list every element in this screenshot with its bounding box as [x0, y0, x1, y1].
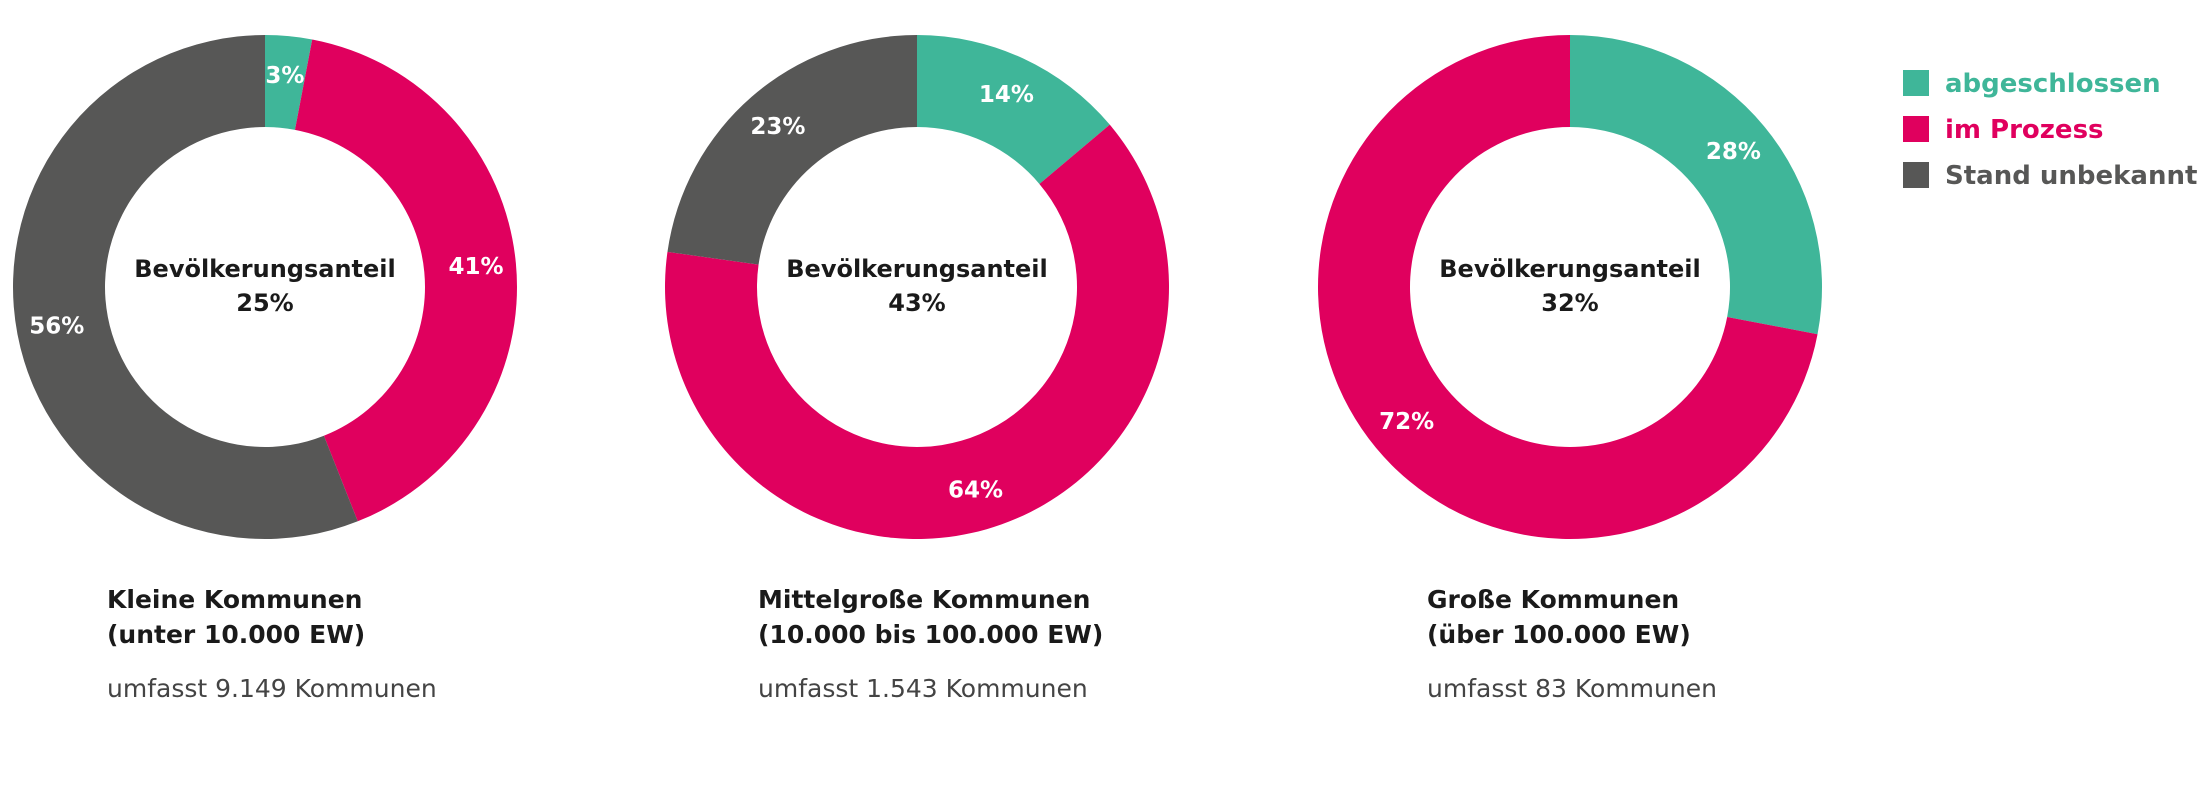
- chart-subtitle: umfasst 1.543 Kommunen: [758, 674, 1088, 703]
- legend: abgeschlossen im Prozess Stand unbekannt: [1903, 69, 2197, 191]
- center-value: 43%: [888, 289, 945, 317]
- slice-label-stand-unbekannt: 56%: [29, 314, 84, 340]
- slice-im-prozess: [665, 124, 1169, 540]
- slice-abgeschlossen: [1570, 35, 1822, 335]
- slice-label-abgeschlossen: 14%: [979, 82, 1034, 108]
- donut-chart-mittel: 14% 64% 23% Bevölkerungsanteil 43% Mittelgroß…: [665, 35, 1169, 703]
- legend-label-im-prozess: im Prozess: [1945, 115, 2104, 145]
- center-title: Bevölkerungsanteil: [134, 255, 395, 283]
- chart-subtitle: umfasst 9.149 Kommunen: [107, 674, 437, 703]
- chart-title-line1: Mittelgroße Kommunen: [758, 585, 1090, 614]
- slice-stand-unbekannt: [13, 35, 358, 539]
- legend-swatch-abgeschlossen: [1903, 70, 1929, 96]
- legend-label-abgeschlossen: abgeschlossen: [1945, 69, 2161, 99]
- slice-label-abgeschlossen: 28%: [1706, 139, 1761, 165]
- center-value: 32%: [1541, 289, 1598, 317]
- legend-label-stand-unbekannt: Stand unbekannt: [1945, 161, 2197, 191]
- slice-label-abgeschlossen: 3%: [265, 63, 304, 89]
- chart-title-line2: (10.000 bis 100.000 EW): [758, 620, 1103, 649]
- chart-title-line1: Große Kommunen: [1427, 585, 1679, 614]
- chart-subtitle: umfasst 83 Kommunen: [1427, 674, 1717, 703]
- slice-label-im-prozess: 72%: [1379, 409, 1434, 435]
- legend-swatch-im-prozess: [1903, 116, 1929, 142]
- slice-im-prozess: [1318, 35, 1818, 539]
- donut-chart-gross: 28% 72% Bevölkerungsanteil 32% Große Kommune…: [1318, 35, 1822, 703]
- slice-abgeschlossen: [265, 35, 313, 130]
- donut-chart-klein: 3% 41% 56% Bevölkerungsanteil 25% Kleine Komm…: [13, 35, 518, 703]
- slice-stand-unbekannt: [667, 35, 917, 265]
- slice-label-im-prozess: 64%: [948, 478, 1003, 504]
- center-title: Bevölkerungsanteil: [1439, 255, 1700, 283]
- slice-label-stand-unbekannt: 23%: [750, 114, 805, 140]
- chart-title-line1: Kleine Kommunen: [107, 585, 362, 614]
- center-title: Bevölkerungsanteil: [786, 255, 1047, 283]
- slice-abgeschlossen: [917, 35, 1110, 184]
- legend-swatch-stand-unbekannt: [1903, 162, 1929, 188]
- slice-label-im-prozess: 41%: [449, 254, 504, 280]
- center-value: 25%: [236, 289, 293, 317]
- chart-title-line2: (unter 10.000 EW): [107, 620, 365, 649]
- chart-title-line2: (über 100.000 EW): [1427, 620, 1691, 649]
- slice-im-prozess: [294, 39, 518, 522]
